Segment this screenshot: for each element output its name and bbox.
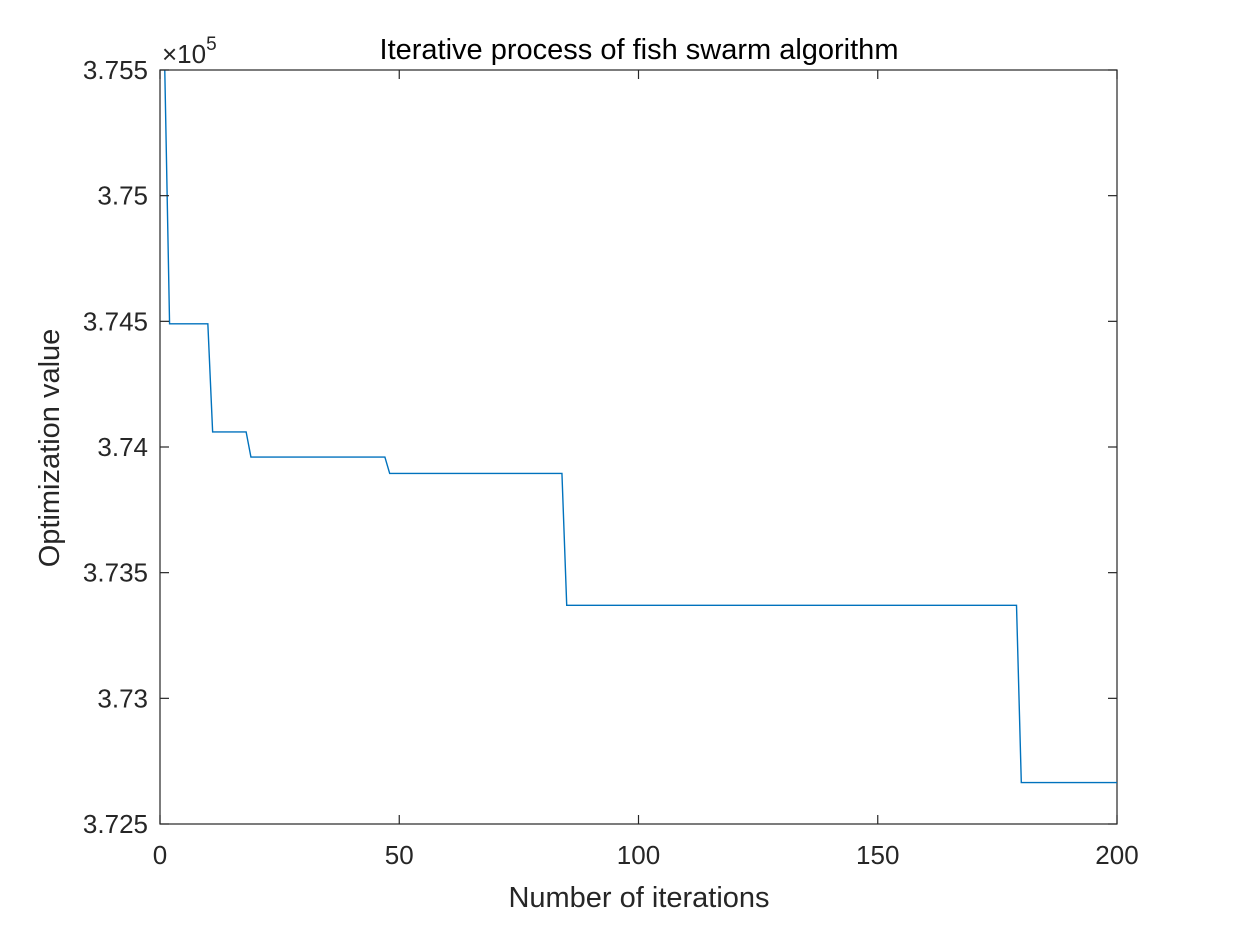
y-tick-label: 3.73 — [97, 683, 148, 713]
y-tick-label: 3.725 — [83, 809, 148, 839]
plot-area: 0 50 100 150 200 3.725 3.73 3.735 3.74 3.745 3.75 3… — [83, 55, 1139, 870]
x-axis-title: Number of iterations — [508, 882, 769, 914]
y-exponent-prefix: ×10 — [162, 39, 206, 69]
y-exponent-power: 5 — [206, 34, 217, 55]
x-tick-label: 100 — [617, 840, 660, 870]
chart-title: Iterative process of fish swarm algorith… — [380, 34, 899, 66]
x-tick-label: 0 — [153, 840, 167, 870]
y-tick-label: 3.755 — [83, 55, 148, 85]
y-tick-label: 3.74 — [97, 432, 148, 462]
x-tick-label: 50 — [385, 840, 414, 870]
svg-text:×105: ×105 — [162, 34, 217, 69]
x-tick-label: 150 — [856, 840, 899, 870]
y-exponent-label: ×105 — [162, 34, 217, 69]
axes-box — [159, 69, 1118, 825]
y-axis-title: Optimization value — [34, 329, 66, 568]
series-line-0 — [164, 70, 1117, 784]
x-tick-label: 200 — [1095, 840, 1138, 870]
y-tick-label: 3.735 — [83, 558, 148, 588]
y-tick-label: 3.745 — [83, 306, 148, 336]
y-tick-label: 3.75 — [97, 181, 148, 211]
